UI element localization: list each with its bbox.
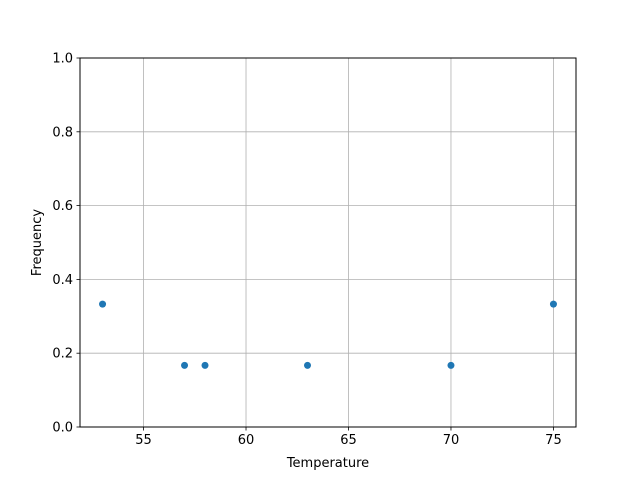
y-axis-label: Frequency [30,209,45,276]
x-tick-label: 65 [340,433,357,448]
data-point [99,300,107,308]
y-tick-label: 0.8 [52,125,73,140]
y-tick-label: 1.0 [52,52,73,67]
data-point [201,361,209,369]
data-point [304,361,312,369]
plot-frame [79,57,577,428]
x-tick-label: 75 [545,433,562,448]
y-axis: 0.0 0.2 0.4 0.6 0.8 1.0 [52,52,80,436]
data-point [549,300,557,308]
y-tick-label: 0.0 [52,421,73,436]
data-point [181,361,189,369]
x-tick-label: 70 [443,433,460,448]
y-tick-label: 0.6 [52,199,73,214]
x-axis: 55 60 65 70 75 [135,427,562,448]
grid [80,57,576,428]
x-axis-label: Temperature [286,456,369,471]
x-tick-label: 60 [238,433,255,448]
y-tick-label: 0.4 [52,273,73,288]
data-point [447,361,455,369]
data-points [99,300,557,369]
y-tick-label: 0.2 [52,347,73,362]
x-tick-label: 55 [135,433,152,448]
